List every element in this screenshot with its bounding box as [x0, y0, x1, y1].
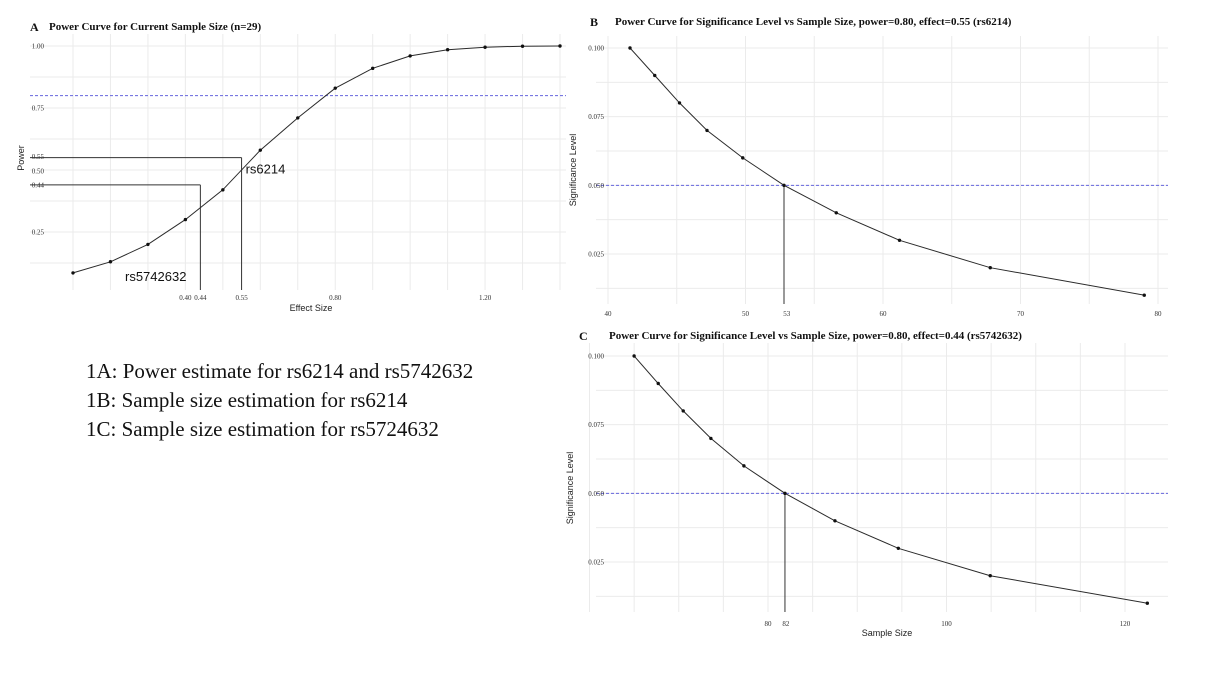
data-point [988, 574, 992, 578]
y-tick-label: 0.100 [588, 45, 604, 53]
x-tick-label: 0.44 [194, 294, 207, 302]
x-tick-label: 0.40 [179, 294, 192, 302]
y-tick-label: 1.00 [32, 43, 45, 51]
data-point [1145, 601, 1150, 605]
data-point [705, 128, 709, 133]
data-point [146, 242, 150, 247]
y-tick-label: 0.075 [588, 113, 604, 121]
x-tick-label: 1.20 [479, 294, 492, 302]
x-axis-label: Sample Size [862, 628, 913, 638]
caption-line-1c: 1C: Sample size estimation for rs5724632 [86, 417, 439, 441]
x-tick-label: 70 [1017, 310, 1025, 318]
x-tick-label: 60 [880, 310, 888, 318]
data-point [681, 409, 685, 413]
x-tick-label: 50 [742, 310, 750, 318]
y-tick-label: 0.050 [588, 182, 604, 190]
x-tick-label: 0.55 [235, 294, 248, 302]
x-tick-label: 80 [1155, 310, 1163, 318]
y-tick-label: 0.025 [588, 251, 604, 259]
chart-panel-a: 0.40 0.44 0.55 0.80 1.200.250.440.500.550.75… [16, 20, 566, 313]
y-axis-label: Significance Level [565, 452, 575, 525]
panel-letter: C [579, 329, 588, 343]
series-line [633, 355, 1148, 604]
y-tick-label: 0.025 [588, 559, 604, 567]
x-tick-label: 82 [782, 620, 790, 628]
y-axis-label: Power [16, 145, 26, 171]
data-point [1142, 293, 1146, 297]
x-tick-label: 0.80 [329, 294, 342, 302]
series-line [629, 47, 1145, 296]
x-tick-label: 100 [941, 620, 952, 628]
data-point [834, 211, 838, 215]
chart-panel-c: 80 82 100 120 0.025 0.050 0.075 0.100 C Power Cur… [565, 329, 1168, 638]
data-point [483, 45, 487, 49]
y-tick-label: 0.50 [32, 168, 45, 176]
x-tick-label: 120 [1120, 620, 1131, 628]
data-point [258, 148, 263, 152]
panel-letter: A [30, 20, 39, 34]
panel-title: Power Curve for Significance Level vs Sa… [609, 330, 1022, 342]
y-tick-label: 0.75 [32, 105, 45, 113]
data-point [370, 66, 375, 71]
panel-title: Power Curve for Significance Level vs Sa… [615, 16, 1012, 28]
data-point [653, 73, 657, 78]
y-tick-label: 0.075 [588, 421, 604, 429]
data-point [520, 44, 525, 48]
data-point [896, 546, 901, 550]
y-tick-label: 0.050 [588, 490, 604, 498]
data-point [988, 266, 992, 270]
chart-panel-b: 40 50 53 60 70 80 0.025 0.050 0.075 0.100 B Power C… [568, 15, 1168, 318]
data-point [296, 116, 300, 120]
data-point [221, 188, 225, 192]
y-axis-label: Significance Level [568, 134, 578, 207]
data-point [632, 354, 636, 358]
data-point [709, 436, 713, 441]
caption-line-1a: 1A: Power estimate for rs6214 and rs5742… [86, 359, 474, 383]
caption-line-1b: 1B: Sample size estimation for rs6214 [86, 388, 408, 412]
data-point [783, 491, 787, 496]
x-tick-label: 53 [783, 310, 791, 318]
data-point [408, 54, 412, 58]
data-point [333, 86, 337, 90]
y-tick-label: 0.55 [32, 153, 45, 161]
x-axis-label: Effect Size [290, 303, 333, 313]
y-tick-label: 0.44 [32, 181, 45, 189]
data-point [742, 464, 746, 468]
data-point [445, 48, 450, 52]
series-line [72, 45, 561, 274]
y-tick-label: 0.25 [32, 229, 45, 237]
data-point [628, 46, 632, 50]
data-point [897, 238, 902, 242]
panel-title: Power Curve for Current Sample Size (n=2… [49, 21, 262, 33]
data-point [108, 260, 113, 264]
data-point [741, 156, 745, 160]
data-point [677, 101, 682, 105]
data-point [558, 44, 562, 48]
annotation-label: rs6214 [246, 162, 286, 177]
data-point [782, 183, 786, 188]
x-tick-label: 80 [765, 620, 773, 628]
data-point [183, 217, 188, 222]
panel-letter: B [590, 15, 598, 29]
figure-caption: 1A: Power estimate for rs6214 and rs5742… [86, 357, 506, 444]
x-tick-label: 40 [605, 310, 613, 318]
data-point [71, 271, 75, 275]
y-tick-label: 0.100 [588, 353, 604, 361]
annotation-label: rs5742632 [125, 269, 186, 284]
data-point [656, 381, 660, 386]
data-point [833, 519, 837, 523]
